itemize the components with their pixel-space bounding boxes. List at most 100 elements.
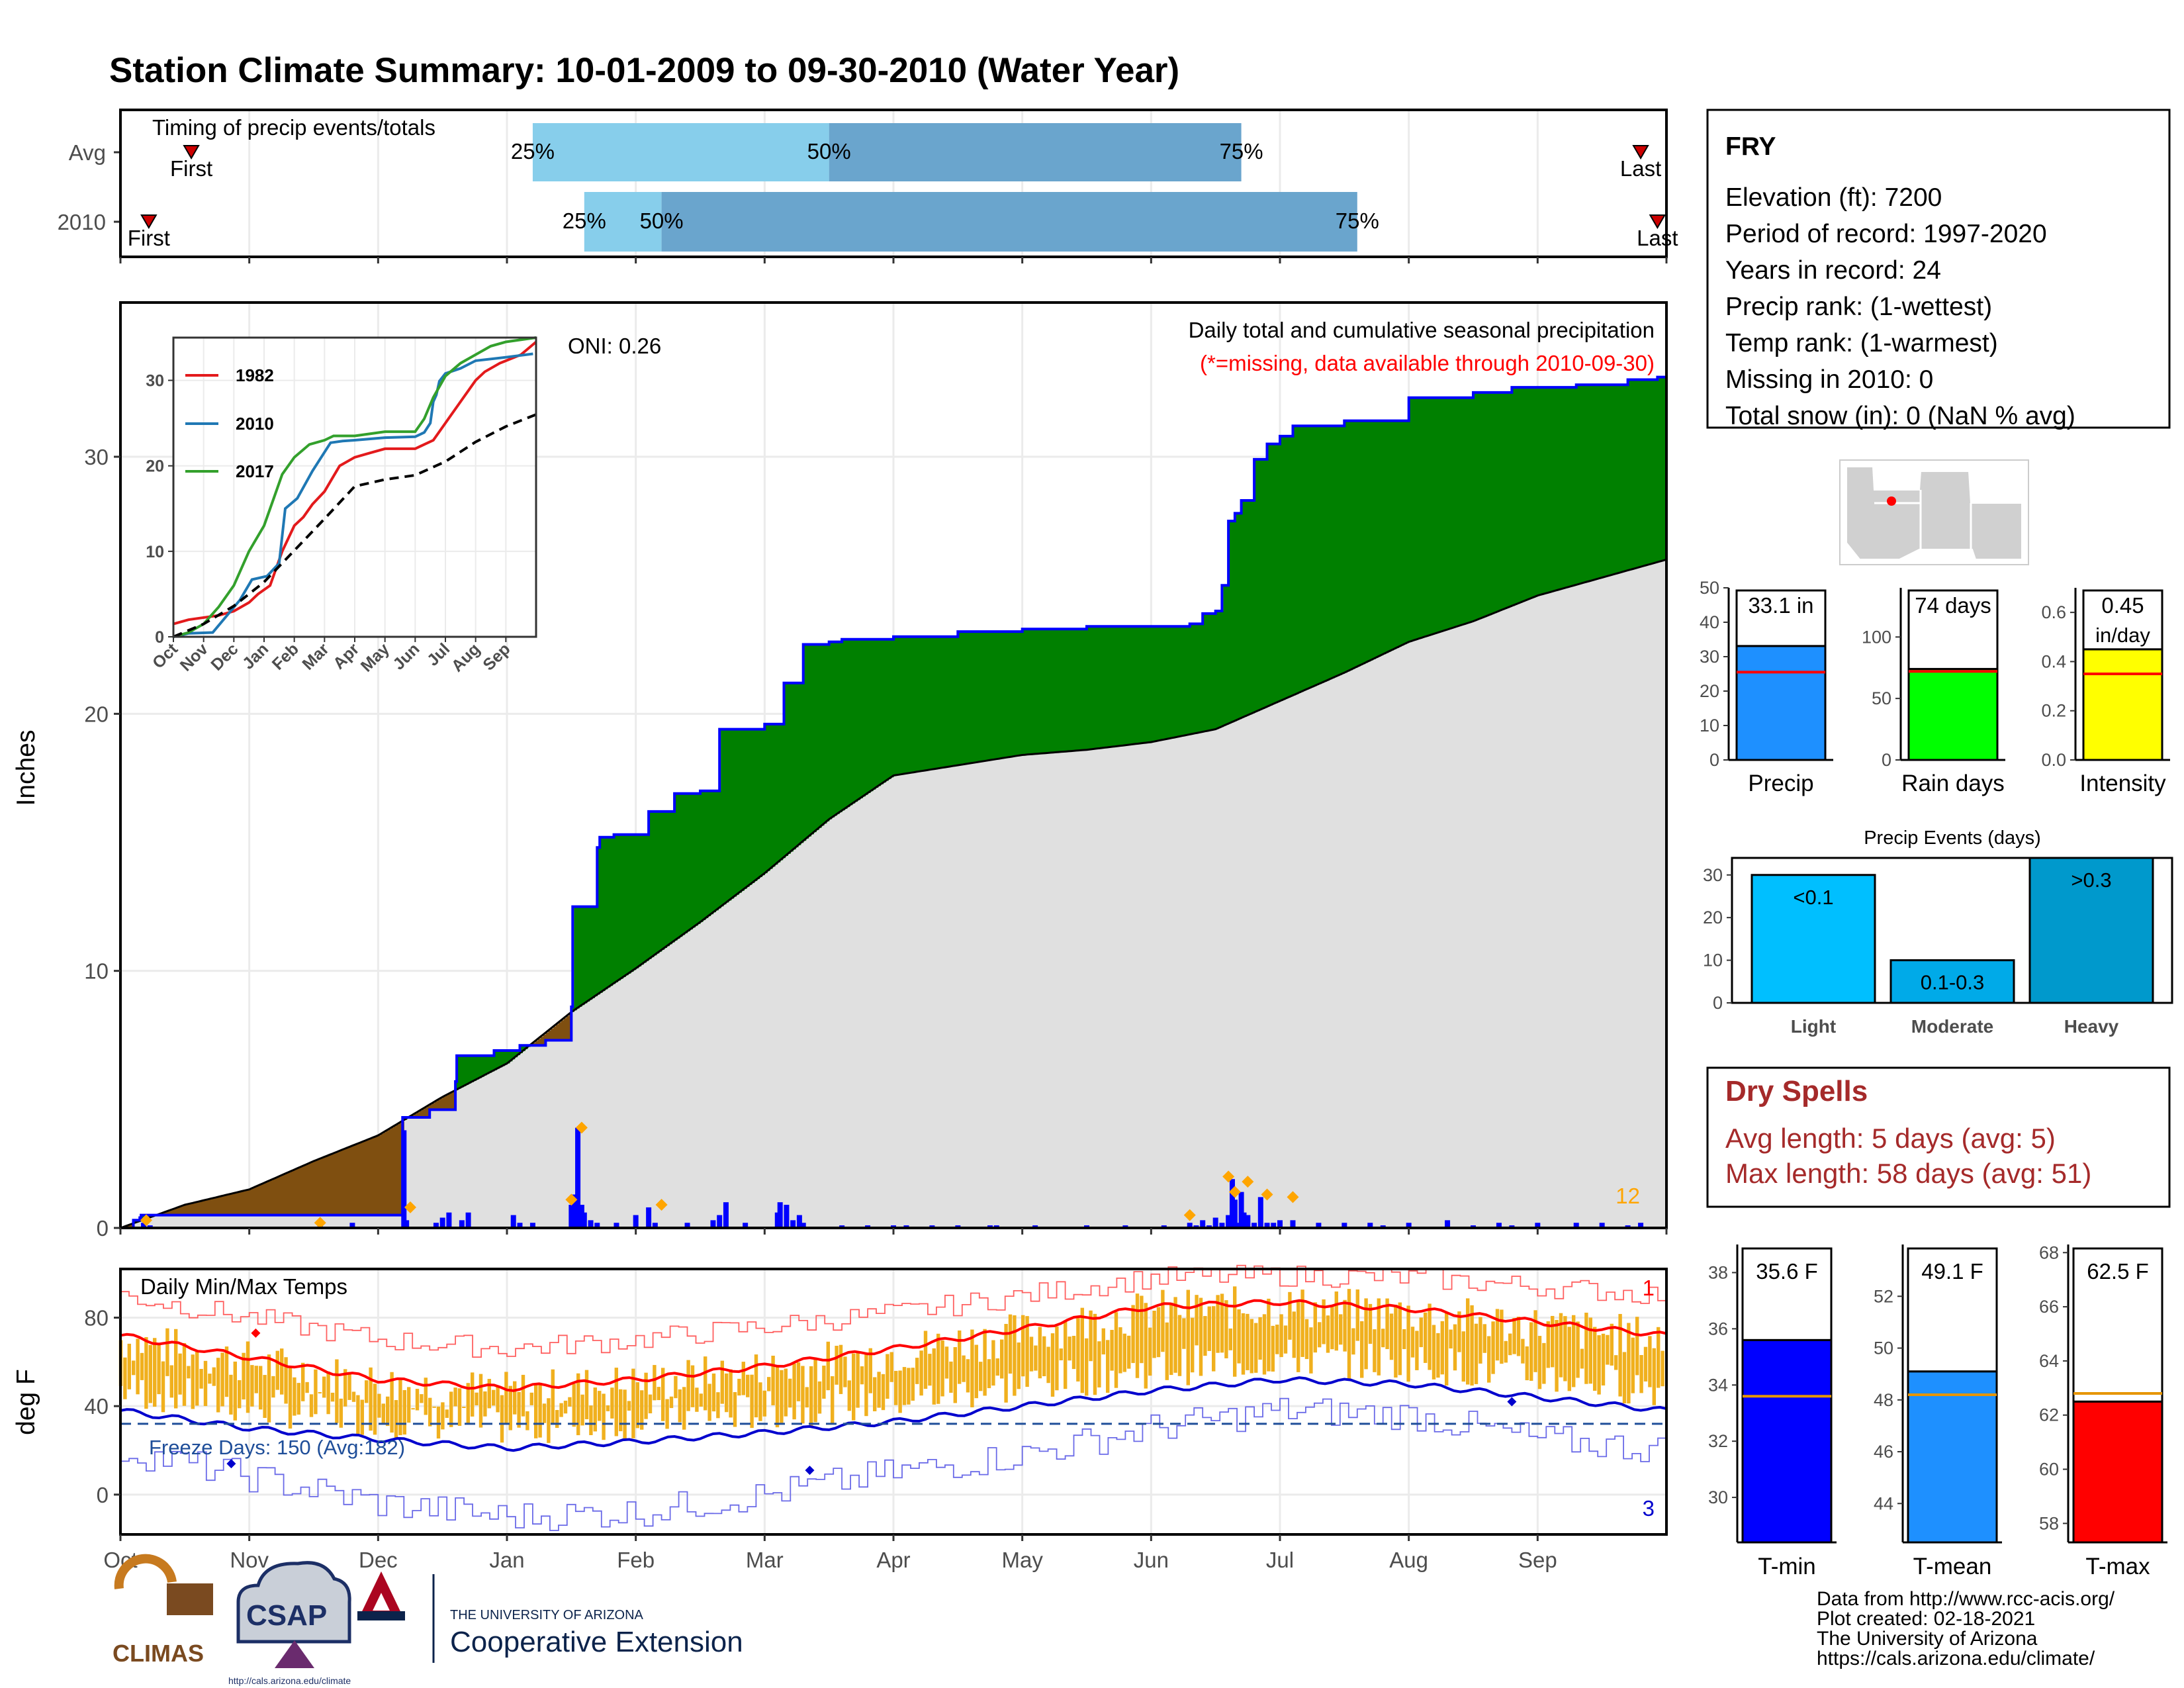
events-bar-moderate [1889,959,2015,1004]
daily-temp-range-bar [280,1348,284,1395]
daily-temp-range-bar [1622,1352,1627,1404]
events-bar-light [1751,874,1876,1004]
daily-temp-range-bar [1525,1346,1529,1381]
daily-temp-range-bar [831,1376,835,1425]
daily-temp-range-bar [1657,1327,1661,1388]
daily-temp-range-bar [1436,1333,1440,1378]
daily-temp-range-bar [246,1341,250,1413]
daily-temp-range-bar [602,1393,606,1440]
summary-y-tick-label: 0.2 [2041,701,2066,721]
daily-temp-range-bar [415,1389,420,1411]
timing-bar-50-75 [829,123,1242,181]
daily-temp-range-bar [894,1370,898,1405]
daily-temp-range-bar [529,1392,533,1405]
daily-temp-range-bar [335,1359,339,1423]
temp-bar-t-max [2072,1400,2163,1544]
footer-line: https://cals.arizona.edu/climate/ [1817,1648,2095,1669]
footer-line: The University of Arizona [1817,1628,2038,1650]
daily-precip-bar [401,1130,407,1228]
events-bar-heavy [2028,857,2154,1004]
events-bar-label: <0.1 [1793,886,1833,909]
daily-temp-range-bar [678,1389,682,1423]
station-line: Temp rank: (1-warmest) [1725,329,1998,357]
daily-temp-range-bar [1661,1350,1664,1387]
station-box-frame [1706,109,2171,429]
daily-temp-range-bar [301,1362,305,1401]
summary-y-tick-label: 0 [1882,750,1891,770]
daily-temp-range-bar [216,1358,220,1413]
daily-temp-range-bar [907,1368,911,1405]
daily-temp-range-bar [1424,1312,1428,1363]
daily-temp-range-bar [1466,1298,1470,1385]
daily-temp-range-bar [1491,1321,1495,1374]
events-y-tick-label: 10 [1703,951,1723,970]
daily-precip-bar [349,1223,355,1228]
daily-temp-range-bar [911,1368,915,1401]
daily-temp-range-bar [1191,1317,1195,1373]
highlight-marker [1222,1170,1235,1183]
daily-temp-range-bar [1339,1314,1343,1345]
daily-temp-range-bar [1212,1306,1216,1372]
daily-temp-range-bar [1461,1331,1465,1382]
daily-temp-range-bar [284,1357,288,1404]
daily-temp-range-bar [1177,1315,1182,1376]
ua-coop-extension: Cooperative Extension [450,1626,743,1658]
daily-precip-bar [710,1220,716,1228]
climas-block [167,1583,213,1615]
daily-precip-bar [652,1223,658,1228]
daily-precip-bar [777,1202,783,1228]
daily-temp-range-bar [1533,1310,1537,1372]
daily-precip-bar [790,1220,796,1228]
daily-temp-range-bar [347,1372,351,1400]
highlight-marker [565,1194,578,1206]
daily-temp-range-bar [1635,1317,1639,1376]
highlight-marker [1287,1191,1299,1203]
daily-temp-range-bar [1110,1330,1114,1371]
daily-temp-range-bar [233,1361,237,1421]
daily-temp-range-bar [1064,1320,1068,1389]
daily-temp-range-bar [826,1341,830,1391]
oni-label: ONI: 0.26 [568,334,661,358]
daily-temp-range-bar [1283,1325,1288,1354]
daily-temp-range-bar [1415,1331,1419,1370]
daily-temp-range-bar [1186,1289,1190,1385]
daily-temp-range-bar [140,1352,144,1380]
station-line: Total snow (in): 0 (NaN % avg) [1725,402,2075,430]
daily-temp-range-bar [513,1381,517,1415]
daily-precip-bar [1406,1223,1412,1228]
ua-a-base [357,1611,405,1620]
daily-temp-range-bar [962,1355,966,1382]
daily-temp-range-bar [1000,1339,1004,1379]
daily-temp-range-bar [729,1369,733,1418]
temp-summary-y-tick-label: 30 [1708,1487,1728,1507]
daily-temp-range-bar [1639,1354,1643,1393]
daily-temp-range-bar [1559,1313,1563,1378]
station-line: Missing in 2010: 0 [1725,365,1933,394]
daily-temp-range-bar [1097,1341,1101,1387]
daily-precip-bar [1271,1223,1277,1228]
summary-bar-headroom [1907,589,1999,671]
daily-temp-range-bar [1140,1295,1144,1364]
daily-temp-range-bar [1203,1316,1207,1356]
daily-temp-range-bar [271,1376,275,1398]
daily-precip-bar [1245,1215,1251,1228]
daily-temp-range-bar [475,1392,478,1405]
temp-summary-y-tick-label: 50 [1874,1338,1893,1358]
daily-precip-bar [646,1207,652,1228]
daily-temp-range-bar [1220,1293,1224,1353]
daily-temp-range-bar [551,1369,555,1423]
timing-p25-label: 25% [511,139,555,164]
daily-temp-range-bar [1449,1329,1453,1349]
summary-y-tick-label: 50 [1700,578,1719,598]
daily-precip-bar [1241,1212,1247,1228]
daily-precip-bar [446,1212,452,1228]
daily-temp-range-bar [817,1381,822,1414]
temp-summary-y-tick-label: 60 [2039,1460,2059,1479]
daily-temp-range-bar [953,1347,957,1403]
daily-temp-range-bar [1482,1324,1486,1353]
daily-temp-range-bar [1216,1295,1220,1353]
summary-y-tick-label: 0.6 [2041,602,2066,622]
daily-temp-range-bar [644,1372,648,1419]
daily-temp-range-bar [1135,1293,1140,1378]
csap-logo: CSAP http://cals.arizona.edu/climate [228,1561,351,1686]
